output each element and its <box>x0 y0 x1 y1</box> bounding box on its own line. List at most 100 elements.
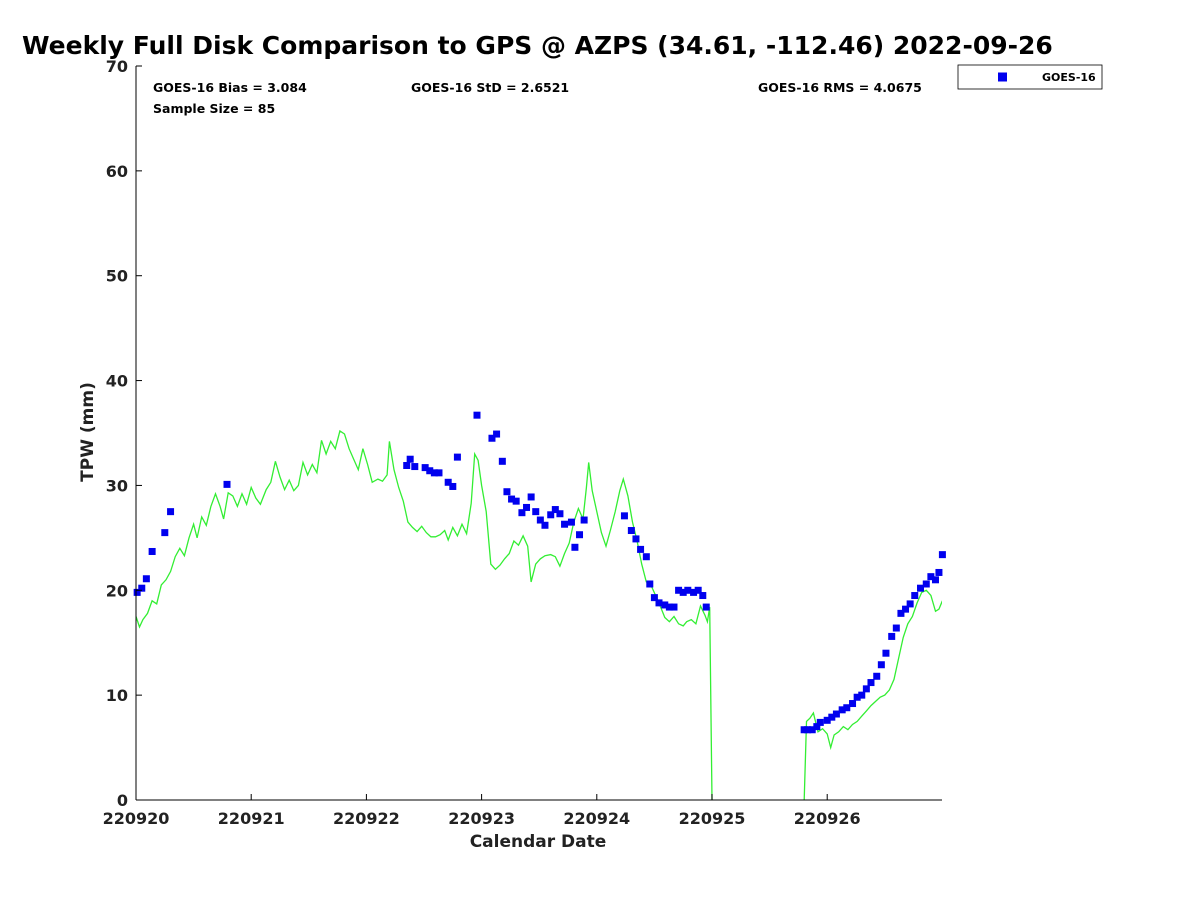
goes16-point <box>906 600 914 608</box>
goes16-point <box>421 464 429 472</box>
goes16-point <box>449 482 457 490</box>
y-ticks: 0 10 20 30 40 50 60 70 <box>106 57 142 810</box>
y-tick-label: 30 <box>106 476 128 495</box>
x-ticks: 220920 220921 220922 220923 220924 220925 2209… <box>103 794 861 828</box>
goes16-point <box>561 520 569 528</box>
goes16-point <box>823 716 831 724</box>
goes16-point <box>655 599 663 607</box>
goes16-point <box>902 605 910 613</box>
goes16-point <box>911 592 919 600</box>
goes16-point <box>699 592 707 600</box>
goes16-point <box>888 632 896 640</box>
goes16-point <box>938 551 946 559</box>
goes16-point <box>403 462 411 470</box>
goes16-point <box>642 553 650 561</box>
goes16-point <box>444 478 452 486</box>
goes16-point <box>473 411 481 419</box>
goes16-point <box>551 506 559 514</box>
goes16-point <box>523 503 531 511</box>
goes16-point <box>508 495 516 503</box>
goes16-point <box>816 718 824 726</box>
goes16-point <box>536 516 544 524</box>
goes16-point <box>862 685 870 693</box>
goes16-point <box>541 521 549 529</box>
goes16-point <box>527 493 535 501</box>
plot-area: 220920 220921 220922 220923 220924 220925 2209… <box>103 57 946 828</box>
x-tick-label: 220923 <box>448 809 515 828</box>
x-tick-label: 220924 <box>563 809 630 828</box>
goes16-point <box>684 586 692 594</box>
goes16-point <box>223 480 231 488</box>
goes16-point <box>808 726 816 734</box>
goes16-point <box>493 430 501 438</box>
goes16-point <box>161 529 169 537</box>
goes16-point <box>843 704 851 712</box>
goes16-point <box>804 726 812 734</box>
goes16-point <box>813 723 821 731</box>
goes16-points-layer <box>133 411 946 734</box>
goes16-point <box>627 527 635 535</box>
x-tick-label: 220921 <box>218 809 285 828</box>
rms-stat: GOES-16 RMS = 4.0675 <box>758 80 922 95</box>
goes16-point <box>927 573 935 581</box>
goes16-point <box>547 511 555 519</box>
x-tick-label: 220925 <box>679 809 746 828</box>
y-tick-label: 50 <box>106 267 128 286</box>
std-stat: GOES-16 StD = 2.6521 <box>411 80 569 95</box>
y-axis-label: TPW (mm) <box>78 382 98 482</box>
y-tick-label: 60 <box>106 162 128 181</box>
y-tick-label: 40 <box>106 372 128 391</box>
goes16-point <box>702 603 710 611</box>
goes16-point <box>532 508 540 516</box>
goes16-point <box>426 467 434 475</box>
gps-series-line <box>136 429 942 800</box>
goes16-point <box>518 509 526 517</box>
goes16-point <box>142 575 150 583</box>
goes16-point <box>917 584 925 592</box>
goes16-point <box>148 547 156 555</box>
y-tick-label: 0 <box>117 791 128 810</box>
goes16-point <box>138 584 146 592</box>
goes16-point <box>406 455 414 463</box>
goes16-point <box>661 601 669 609</box>
goes16-point <box>632 535 640 543</box>
goes16-point <box>650 594 658 602</box>
goes16-point <box>838 706 846 714</box>
goes16-point <box>675 586 683 594</box>
goes16-point <box>556 510 564 518</box>
goes16-point <box>828 713 836 721</box>
x-tick-label: 220920 <box>103 809 170 828</box>
goes16-point <box>873 672 881 680</box>
goes16-point <box>453 453 461 461</box>
goes16-point <box>571 543 579 551</box>
goes16-point <box>690 588 698 596</box>
goes16-point <box>512 497 520 505</box>
goes16-point <box>877 661 885 669</box>
goes16-point <box>167 508 175 516</box>
goes16-point <box>576 531 584 539</box>
chart-title: Weekly Full Disk Comparison to GPS @ AZP… <box>22 31 1053 60</box>
goes16-point <box>411 463 419 471</box>
goes16-point <box>897 609 905 617</box>
goes16-point <box>580 516 588 524</box>
x-tick-label: 220926 <box>794 809 861 828</box>
goes16-point <box>694 586 702 594</box>
legend-label-goes16: GOES-16 <box>1042 71 1096 84</box>
x-tick-label: 220922 <box>333 809 400 828</box>
goes16-point <box>853 693 861 701</box>
goes16-point <box>567 518 575 526</box>
y-tick-label: 70 <box>106 57 128 76</box>
goes16-point <box>503 488 511 496</box>
goes16-point <box>646 580 654 588</box>
goes16-point <box>679 588 687 596</box>
legend-box <box>957 64 1103 90</box>
goes16-point <box>133 588 141 596</box>
goes16-point <box>620 512 628 520</box>
y-tick-label: 20 <box>106 581 128 600</box>
goes16-point <box>832 710 840 718</box>
goes16-point <box>922 580 930 588</box>
goes16-point <box>849 700 857 708</box>
goes16-point <box>637 545 645 553</box>
goes16-point <box>858 691 866 699</box>
